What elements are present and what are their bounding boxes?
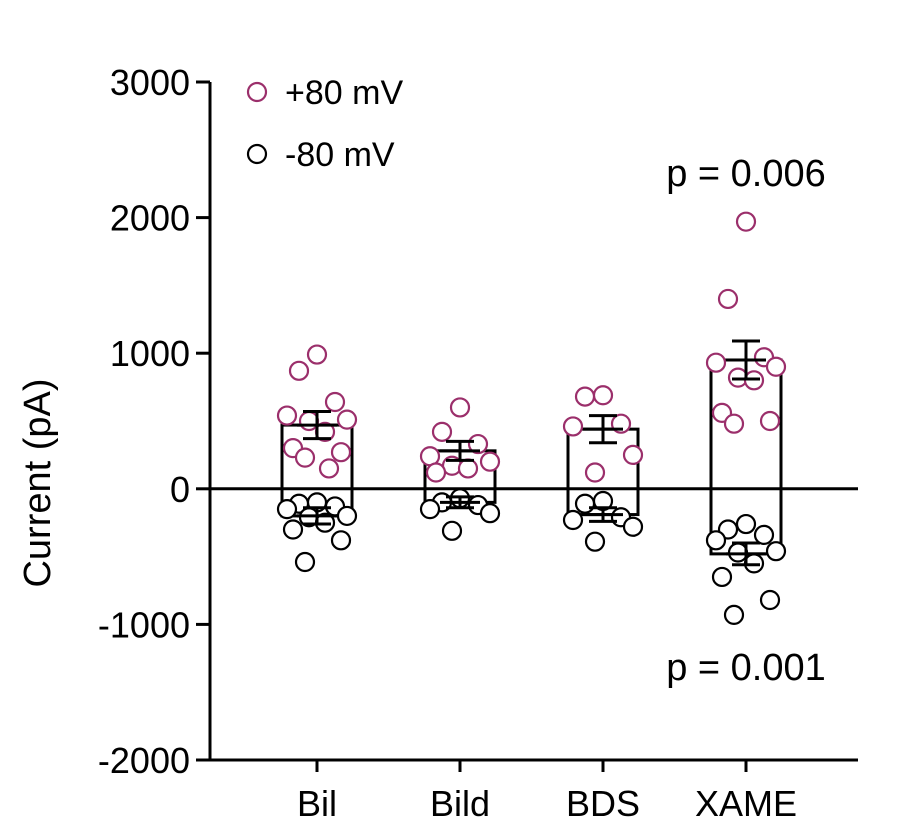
point-pos-bil-2 (324, 391, 346, 413)
point-pos-bil-9 (294, 447, 316, 468)
point-pos-bds-4 (622, 444, 644, 465)
point-neg-bds-1 (574, 493, 596, 514)
p-value-top: p = 0.006 (666, 153, 826, 195)
point-pos-bild-1 (431, 421, 453, 442)
point-neg-bil-8 (330, 530, 352, 551)
point-pos-bil-4 (336, 409, 358, 430)
point-pos-bds-5 (584, 462, 606, 483)
point-pos-bild-4 (479, 451, 501, 472)
bars (280, 358, 783, 556)
point-neg-xame-8 (759, 589, 781, 611)
point-neg-bil-4 (336, 505, 358, 527)
legend-label-pos: +80 mV (285, 74, 403, 112)
point-pos-bild-2 (467, 433, 489, 455)
point-neg-bil-9 (294, 551, 316, 573)
point-pos-bil-0 (306, 344, 328, 365)
point-pos-xame-9 (723, 413, 745, 434)
point-pos-xame-1 (717, 288, 739, 310)
point-neg-bild-5 (441, 520, 463, 541)
error-bars (297, 339, 766, 567)
legend-label-neg: -80 mV (285, 136, 395, 174)
point-pos-bil-8 (330, 442, 352, 463)
data-points (276, 211, 787, 626)
point-neg-xame-9 (723, 604, 745, 626)
point-neg-bil-7 (282, 519, 304, 540)
y-tick-label-0: 3000 (110, 62, 190, 103)
point-neg-bild-4 (479, 503, 501, 524)
y-tick-label-2: 1000 (110, 333, 190, 374)
legend-marker-neg (246, 143, 268, 165)
point-pos-bild-6 (457, 458, 479, 479)
y-tick-label-4: -1000 (98, 604, 190, 645)
point-neg-xame-4 (765, 541, 787, 562)
point-pos-bil-5 (298, 410, 320, 432)
legend: +80 mV -80 mV (246, 74, 403, 174)
point-pos-xame-8 (759, 410, 781, 432)
point-neg-bil-3 (276, 499, 298, 520)
category-label-1: Bild (430, 783, 490, 824)
category-label-0: Bil (297, 783, 337, 824)
p-value-bottom: p = 0.001 (666, 647, 826, 689)
point-pos-bil-1 (288, 360, 310, 381)
category-label-3: XAME (695, 783, 797, 824)
point-pos-bild-7 (425, 462, 447, 483)
point-pos-xame-4 (765, 356, 787, 377)
y-tick-label-3: 0 (170, 469, 190, 510)
point-neg-xame-7 (711, 566, 733, 588)
point-pos-bil-10 (318, 458, 340, 479)
point-neg-bds-4 (622, 516, 644, 537)
y-tick-label-1: 2000 (110, 198, 190, 239)
axes: 3000 2000 1000 0 -1000 -2000 Bil Bild BDS XAME (98, 62, 858, 824)
point-pos-bil-3 (276, 405, 298, 426)
legend-marker-pos (246, 81, 268, 103)
point-pos-bds-3 (562, 416, 584, 437)
point-pos-xame-0 (735, 211, 757, 232)
point-neg-bds-3 (562, 509, 584, 531)
point-neg-xame-3 (705, 530, 727, 551)
point-pos-bds-1 (574, 386, 596, 407)
point-neg-bild-3 (419, 499, 441, 520)
point-pos-xame-3 (705, 352, 727, 373)
point-pos-bild-0 (449, 397, 471, 418)
y-tick-label-5: -2000 (98, 740, 190, 781)
category-label-2: BDS (566, 783, 640, 824)
y-axis-title: Current (pA) (17, 378, 59, 587)
point-neg-bds-5 (584, 531, 606, 552)
point-neg-xame-0 (735, 513, 757, 535)
point-neg-xame-2 (753, 524, 775, 546)
point-pos-bds-0 (592, 385, 614, 406)
